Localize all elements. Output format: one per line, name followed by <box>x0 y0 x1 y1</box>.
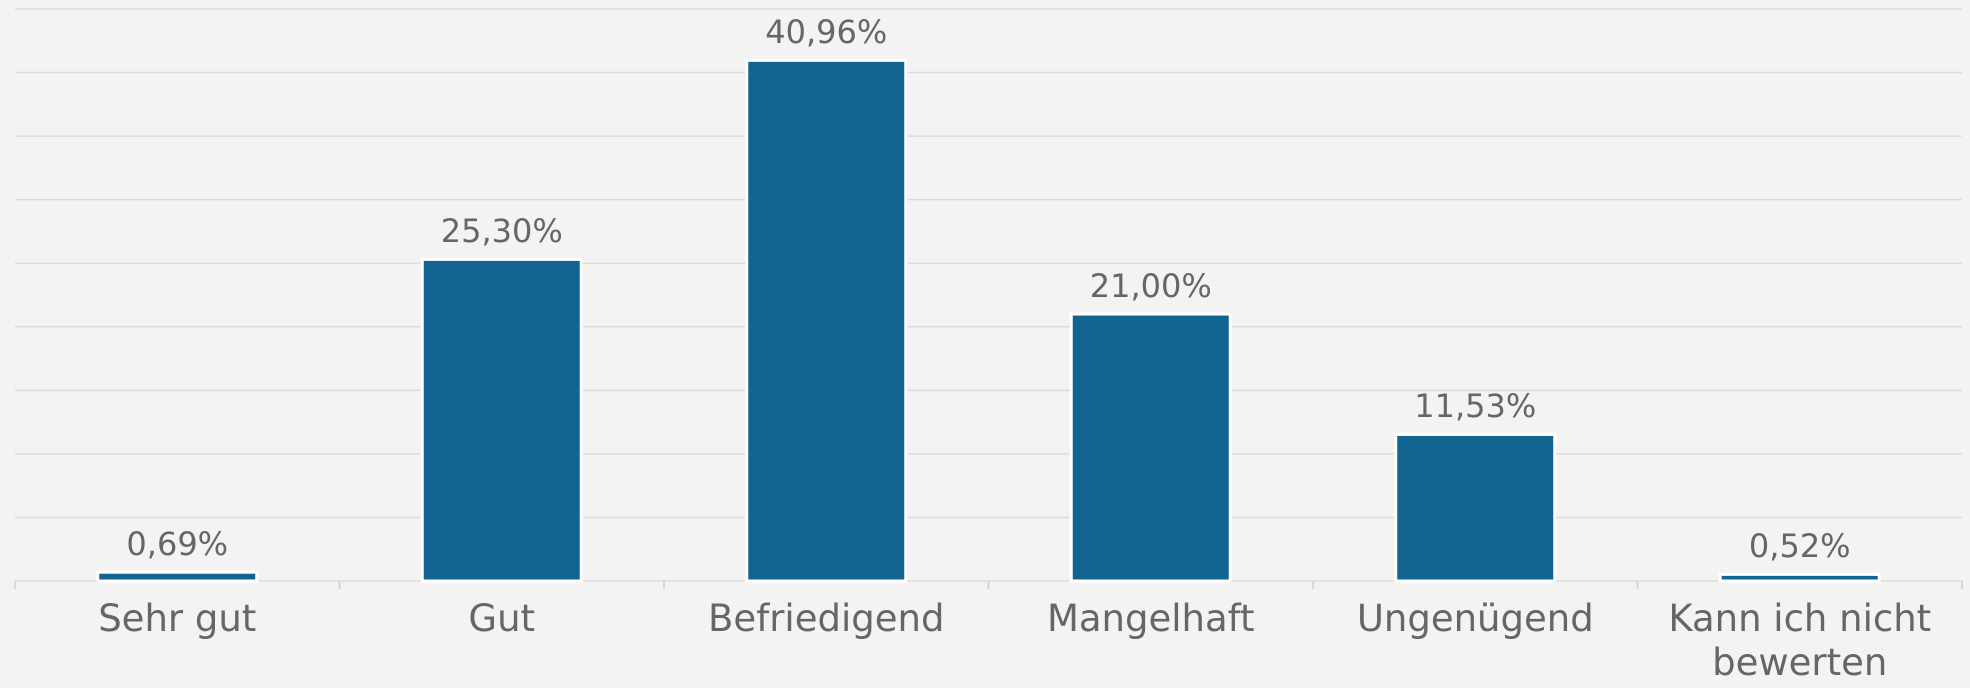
value-label: 0,52% <box>1748 527 1851 566</box>
bar <box>420 257 583 583</box>
value-label: 11,53% <box>1414 387 1537 426</box>
bar <box>1394 432 1557 583</box>
bar <box>1069 312 1232 583</box>
bar <box>1718 572 1881 583</box>
x-tick-label: Befriedigend <box>708 597 945 640</box>
bar <box>745 58 908 583</box>
value-label: 40,96% <box>765 13 888 52</box>
bar <box>96 570 259 583</box>
x-tick-label: Mangelhaft <box>1046 597 1255 640</box>
value-label: 25,30% <box>440 212 563 251</box>
value-label: 21,00% <box>1089 267 1212 306</box>
x-tick-label: Gut <box>468 597 536 640</box>
value-label: 0,69% <box>126 525 229 564</box>
x-tick-label: Ungenügend <box>1356 597 1594 640</box>
x-tick-label: Kann ich nicht bewerten <box>1668 597 1932 684</box>
x-tick-label: Sehr gut <box>98 597 257 640</box>
